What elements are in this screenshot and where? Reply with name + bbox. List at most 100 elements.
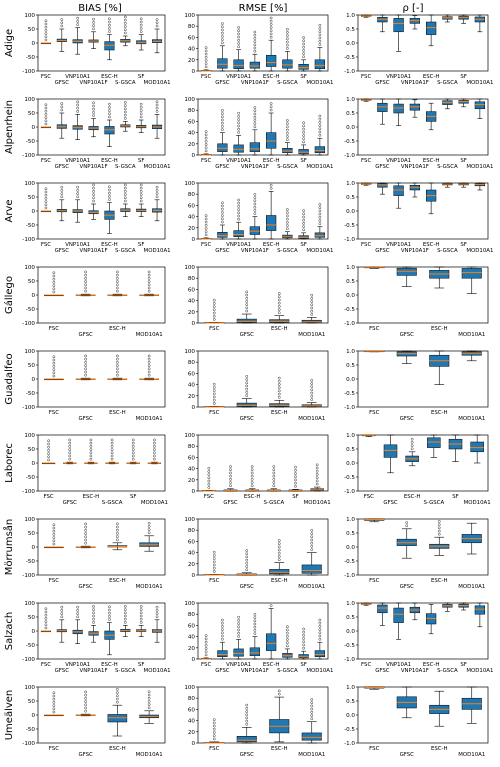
y-tick-label: 100 [184, 685, 195, 691]
outlier-point [155, 615, 159, 619]
x-tick-label: VNP10A1F [241, 164, 269, 170]
x-tick-label: S-GSCA [277, 164, 298, 170]
box-MOD10A1 [314, 114, 325, 156]
outlier-point [237, 198, 240, 202]
outlier-point [84, 690, 87, 694]
outlier-point [92, 617, 95, 621]
outlier-point [318, 203, 322, 206]
outlier-point [294, 481, 297, 485]
outlier-point [116, 283, 119, 287]
outlier-point [155, 189, 159, 192]
outlier-point [212, 557, 216, 560]
outlier-point [153, 457, 156, 461]
outlier-point [310, 545, 314, 548]
x-tick-label: GFSC [63, 500, 78, 506]
outlier-point [204, 149, 208, 153]
x-tick-label: ESC-H [271, 410, 288, 416]
box-iqr [236, 736, 257, 743]
outlier-point [212, 560, 216, 564]
y-tick-label: -1.0 [344, 237, 355, 243]
outlier-point [286, 217, 289, 221]
outlier-point [60, 605, 64, 609]
outlier-point [139, 109, 143, 112]
outlier-point [89, 448, 93, 451]
box-ESC-H [269, 376, 290, 408]
y-tick-label: -1.0 [344, 741, 355, 747]
outlier-point [84, 541, 87, 545]
box-FSC [44, 355, 64, 381]
box-MOD10A1 [470, 434, 484, 464]
outlier-point [253, 115, 257, 119]
outlier-point [437, 532, 441, 536]
x-tick-label: VNP10A1F [401, 164, 429, 170]
outlier-point [310, 698, 314, 701]
y-tick-label: 50 [28, 279, 36, 285]
outlier-point [237, 201, 240, 205]
y-tick-label: -0.5 [344, 223, 355, 229]
outlier-point [84, 373, 87, 377]
outlier-point [237, 115, 240, 118]
box-VNP10A1 [72, 185, 83, 223]
outlier-point [155, 103, 159, 107]
box-ESC-H [107, 688, 128, 737]
x-tick-label: FSC [369, 746, 379, 752]
x-tick-label: ESC-H [404, 494, 421, 500]
box-MOD10A1 [474, 602, 485, 628]
outlier-point [60, 102, 64, 105]
x-tick-label: MOD10A1 [306, 248, 333, 254]
outlier-point [52, 533, 56, 536]
outlier-point [253, 106, 257, 109]
outlier-point [108, 191, 111, 195]
x-tick-label: MOD10A1 [136, 416, 163, 422]
box-VNP10A1 [72, 605, 83, 644]
outlier-point [277, 555, 281, 558]
y-tick-label: 1.0 [346, 97, 355, 103]
y-tick-label: 1.0 [346, 265, 355, 271]
outlier-point [44, 203, 48, 207]
outlier-point [207, 482, 211, 486]
outlier-point [410, 441, 414, 444]
outlier-point [116, 289, 119, 293]
x-tick-label: GFSC [375, 80, 390, 86]
x-tick-label: SF [460, 242, 467, 248]
outlier-point [253, 46, 257, 50]
outlier-point [277, 311, 281, 315]
outlier-point [44, 35, 48, 39]
outlier-point [89, 438, 93, 442]
box-SF [458, 14, 469, 24]
y-tick-label: 0.0 [346, 41, 355, 47]
y-tick-label: -100 [22, 657, 35, 663]
row-label: Alpenrhein [4, 100, 15, 154]
y-tick-label: 40 [188, 719, 196, 725]
y-tick-label: -0.5 [344, 307, 355, 313]
outlier-point [237, 217, 240, 221]
panel-frame [197, 602, 329, 660]
outlier-point [44, 613, 48, 617]
outlier-point [318, 36, 322, 40]
box-GFSC [236, 375, 257, 408]
outlier-point [272, 481, 276, 484]
outlier-point [108, 605, 111, 609]
outlier-point [52, 361, 56, 365]
box-FSC [201, 634, 212, 660]
panel-frame [357, 518, 489, 576]
box-iqr [217, 650, 228, 658]
x-tick-label: FSC [204, 494, 214, 500]
outlier-point [139, 23, 143, 27]
outlier-point [84, 364, 87, 367]
box-iqr [393, 185, 404, 196]
outlier-point [315, 463, 319, 467]
box-FSC [40, 103, 51, 129]
x-tick-label: MOD10A1 [144, 164, 171, 170]
outlier-point [318, 117, 322, 121]
outlier-point [116, 538, 119, 542]
outlier-point [245, 713, 249, 717]
outlier-point [204, 52, 208, 56]
box-ESC-H [104, 185, 115, 234]
outlier-point [302, 634, 305, 637]
outlier-point [147, 370, 151, 374]
outlier-point [302, 222, 305, 225]
y-tick-label: 80 [188, 192, 196, 198]
outlier-point [437, 529, 441, 533]
outlier-point [44, 122, 48, 126]
